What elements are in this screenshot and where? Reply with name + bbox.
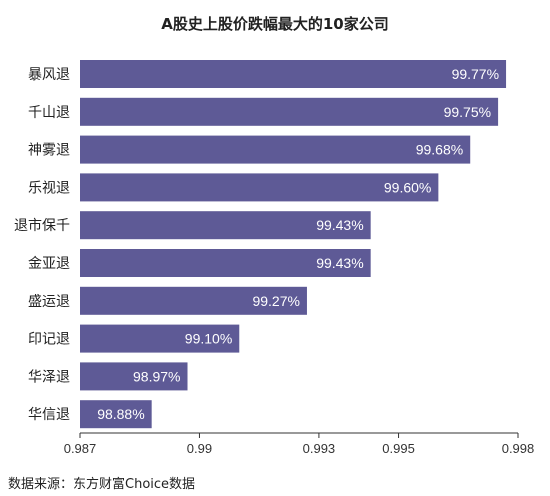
value-label-3: 99.60% bbox=[384, 179, 431, 195]
x-axis: 0.987 0.99 0.993 0.995 0.998 bbox=[64, 432, 535, 456]
category-label-3: 乐视退 bbox=[28, 180, 70, 196]
bar-1 bbox=[80, 97, 499, 126]
value-label-6: 99.27% bbox=[252, 293, 299, 309]
value-label-9: 98.88% bbox=[97, 406, 144, 422]
bar-6 bbox=[80, 286, 307, 315]
bar-8 bbox=[80, 362, 188, 391]
bars: 暴风退 99.77% 千山退 99.75% 神雾退 99.68% 乐视退 99.60% 退市保千… bbox=[14, 60, 507, 429]
value-label-1: 99.75% bbox=[444, 104, 491, 120]
bar-4 bbox=[80, 211, 371, 240]
bar-7 bbox=[80, 324, 240, 353]
category-label-9: 华信退 bbox=[28, 407, 70, 423]
value-label-4: 99.43% bbox=[316, 217, 363, 233]
x-tick-label-3: 0.995 bbox=[382, 441, 415, 456]
value-label-2: 99.68% bbox=[416, 142, 463, 158]
x-tick-label-1: 0.99 bbox=[187, 441, 212, 456]
x-tick-label-2: 0.993 bbox=[303, 441, 336, 456]
source-note: 数据来源：东方财富Choice数据 bbox=[8, 476, 195, 492]
value-label-7: 99.10% bbox=[185, 331, 232, 347]
bar-5 bbox=[80, 249, 371, 277]
chart-title: A股史上股价跌幅最大的10家公司 bbox=[161, 15, 388, 33]
category-label-5: 金亚退 bbox=[28, 256, 70, 272]
category-label-6: 盛运退 bbox=[28, 294, 70, 310]
bar-3 bbox=[80, 173, 439, 202]
category-label-1: 千山退 bbox=[28, 105, 70, 121]
value-label-0: 99.77% bbox=[452, 66, 499, 82]
x-tick-label-4: 0.998 bbox=[502, 441, 535, 456]
bar-2 bbox=[80, 135, 471, 164]
value-label-8: 98.97% bbox=[133, 368, 180, 384]
x-tick-label-0: 0.987 bbox=[64, 441, 97, 456]
category-label-7: 印记退 bbox=[28, 332, 70, 348]
category-label-8: 华泽退 bbox=[28, 369, 70, 385]
bar-0 bbox=[80, 60, 507, 88]
category-label-2: 神雾退 bbox=[28, 143, 70, 159]
value-label-5: 99.43% bbox=[316, 255, 363, 271]
category-label-0: 暴风退 bbox=[28, 67, 70, 83]
category-label-4: 退市保千 bbox=[14, 217, 70, 234]
bar-9 bbox=[80, 400, 152, 429]
